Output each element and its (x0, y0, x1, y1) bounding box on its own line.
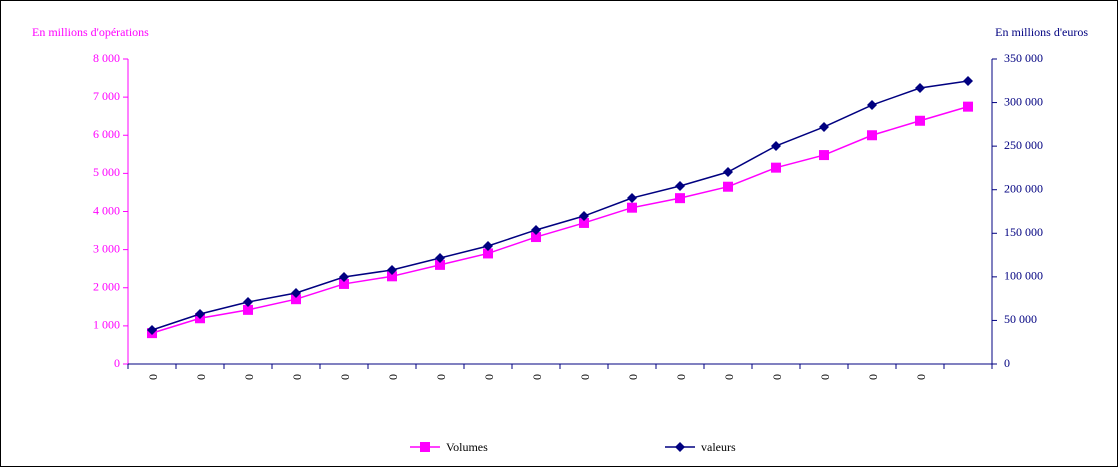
y-tick-label: 6 000 (93, 127, 120, 141)
marker (915, 115, 925, 126)
marker (579, 211, 589, 222)
marker (291, 294, 301, 305)
marker (339, 272, 349, 283)
marker (915, 83, 925, 94)
x-tick-label: 0 (482, 374, 496, 380)
x-tick-label: 0 (626, 374, 640, 380)
marker (387, 271, 397, 282)
marker (723, 167, 733, 178)
legend-marker (420, 442, 430, 452)
x-tick-label: 0 (434, 374, 448, 380)
marker (531, 232, 541, 243)
x-tick-label: 0 (866, 374, 880, 380)
y2-tick-label: 150 000 (1004, 225, 1043, 239)
marker (243, 297, 253, 308)
x-tick-label: 0 (194, 374, 208, 380)
x-tick-label: 0 (290, 374, 304, 380)
marker (147, 325, 157, 336)
x-tick-label: 0 (530, 374, 544, 380)
marker (483, 248, 493, 259)
series-line (151, 80, 969, 331)
y2-tick-label: 50 000 (1004, 312, 1037, 326)
marker (867, 100, 877, 111)
marker (867, 130, 877, 141)
x-tick-label: 0 (578, 374, 592, 380)
marker (435, 259, 445, 270)
marker (963, 76, 973, 87)
marker (627, 192, 637, 203)
marker (819, 121, 829, 132)
marker (531, 224, 541, 235)
x-tick-label: 0 (386, 374, 400, 380)
y2-axis-label: En millions d'euros (995, 25, 1088, 39)
x-tick-label: 0 (818, 374, 832, 380)
y2-tick-label: 100 000 (1004, 269, 1043, 283)
y-tick-label: 1 000 (93, 318, 120, 332)
y2-tick-label: 350 000 (1004, 51, 1043, 65)
marker (387, 264, 397, 275)
marker (291, 287, 301, 298)
marker (819, 150, 829, 161)
marker (771, 162, 781, 173)
y-tick-label: 8 000 (93, 51, 120, 65)
marker (195, 308, 205, 319)
y2-tick-label: 200 000 (1004, 181, 1043, 195)
y2-tick-label: 0 (1004, 356, 1010, 370)
marker (675, 193, 685, 204)
y2-tick-label: 300 000 (1004, 94, 1043, 108)
x-tick-label: 0 (914, 374, 928, 380)
marker (435, 253, 445, 264)
x-tick-label: 0 (722, 374, 736, 380)
y-tick-label: 4 000 (93, 203, 120, 217)
x-tick-label: 0 (242, 374, 256, 380)
y-tick-label: 5 000 (93, 165, 120, 179)
marker (339, 278, 349, 289)
y-tick-label: 7 000 (93, 89, 120, 103)
marker (579, 217, 589, 228)
x-tick-label: 0 (770, 374, 784, 380)
legend-label: valeurs (701, 440, 736, 454)
y-tick-label: 0 (114, 356, 120, 370)
y-axis-label: En millions d'opérations (32, 25, 149, 39)
marker (963, 101, 973, 112)
marker (243, 304, 253, 315)
y-tick-label: 3 000 (93, 241, 120, 255)
series-line (151, 105, 969, 334)
y2-tick-label: 250 000 (1004, 138, 1043, 152)
x-tick-label: 0 (146, 374, 160, 380)
marker (483, 241, 493, 252)
marker (627, 202, 637, 213)
x-tick-label: 0 (674, 374, 688, 380)
marker (771, 140, 781, 151)
legend-label: Volumes (446, 440, 488, 454)
marker (675, 180, 685, 191)
marker (723, 181, 733, 192)
legend-marker (675, 442, 685, 452)
x-tick-label: 0 (338, 374, 352, 380)
y-tick-label: 2 000 (93, 280, 120, 294)
